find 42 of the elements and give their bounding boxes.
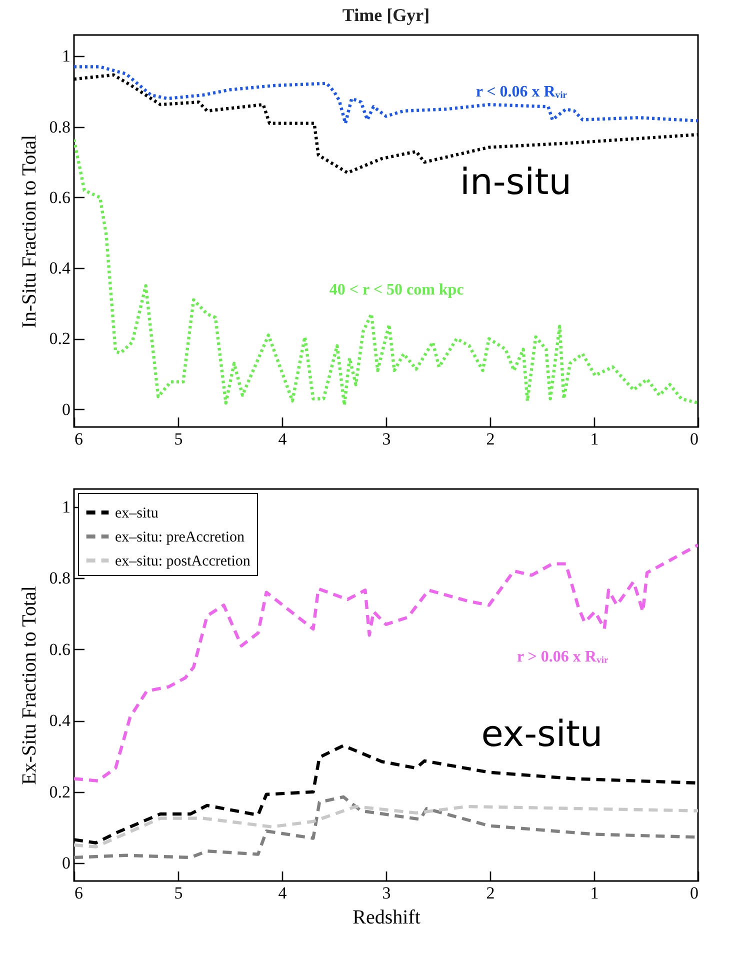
x-tick-label: 3 bbox=[382, 884, 391, 902]
annotation: ex-situ bbox=[481, 714, 603, 755]
legend-label: ex–situ: preAccretion bbox=[115, 530, 246, 546]
x-tick-label: 4 bbox=[278, 430, 288, 448]
annotation: r > 0.06 x Rᵥᵢᵣ bbox=[517, 648, 608, 666]
x-tick-label: 2 bbox=[486, 884, 495, 902]
x-tick-label: 1 bbox=[590, 884, 599, 902]
x-tick-label: 5 bbox=[174, 884, 183, 902]
y-tick-label: 1 bbox=[62, 46, 70, 66]
y-tick-label: 0.6 bbox=[49, 640, 70, 659]
y-axis-title: Ex-Situ Fraction to Total bbox=[18, 586, 40, 785]
annotation: r < 0.06 x Rᵥᵢᵣ bbox=[476, 83, 567, 100]
y-tick-label: 0.2 bbox=[49, 782, 70, 802]
line-series bbox=[74, 804, 698, 848]
y-tick-label: 0.6 bbox=[49, 188, 70, 207]
x-tick-label: 1 bbox=[590, 430, 599, 448]
y-tick-label: 1 bbox=[62, 497, 70, 516]
y-tick-label: 0.4 bbox=[49, 258, 71, 278]
x-tick-label: 5 bbox=[174, 430, 183, 448]
y-tick-label: 0.8 bbox=[49, 568, 70, 588]
x-tick-label: 3 bbox=[382, 430, 391, 448]
x-tick-label: 6 bbox=[74, 430, 83, 448]
y-tick-label: 0.2 bbox=[49, 329, 70, 348]
x-tick-label: 6 bbox=[74, 884, 83, 902]
x-tick-label: 0 bbox=[690, 884, 698, 902]
line-series bbox=[74, 543, 698, 782]
x-tick-label: 0 bbox=[690, 430, 698, 448]
y-tick-label: 0.8 bbox=[49, 117, 70, 136]
y-axis-title: In-Situ Fraction to Total bbox=[18, 134, 40, 328]
y-tick-label: 0 bbox=[62, 400, 70, 419]
chart-title: Time [Gyr] bbox=[342, 5, 430, 25]
x-tick-label: 2 bbox=[486, 430, 495, 448]
y-tick-label: 0 bbox=[62, 854, 70, 873]
legend-label: ex–situ bbox=[115, 506, 159, 522]
line-series bbox=[74, 65, 698, 125]
line-series bbox=[74, 138, 698, 407]
legend-label: ex–situ: postAccretion bbox=[115, 554, 251, 570]
y-tick-label: 0.4 bbox=[49, 711, 71, 730]
annotation: in-situ bbox=[460, 162, 572, 204]
x-axis-title: Redshift bbox=[352, 906, 421, 928]
annotation: 40 < r < 50 com kpc bbox=[329, 281, 464, 298]
x-tick-label: 4 bbox=[278, 884, 288, 902]
